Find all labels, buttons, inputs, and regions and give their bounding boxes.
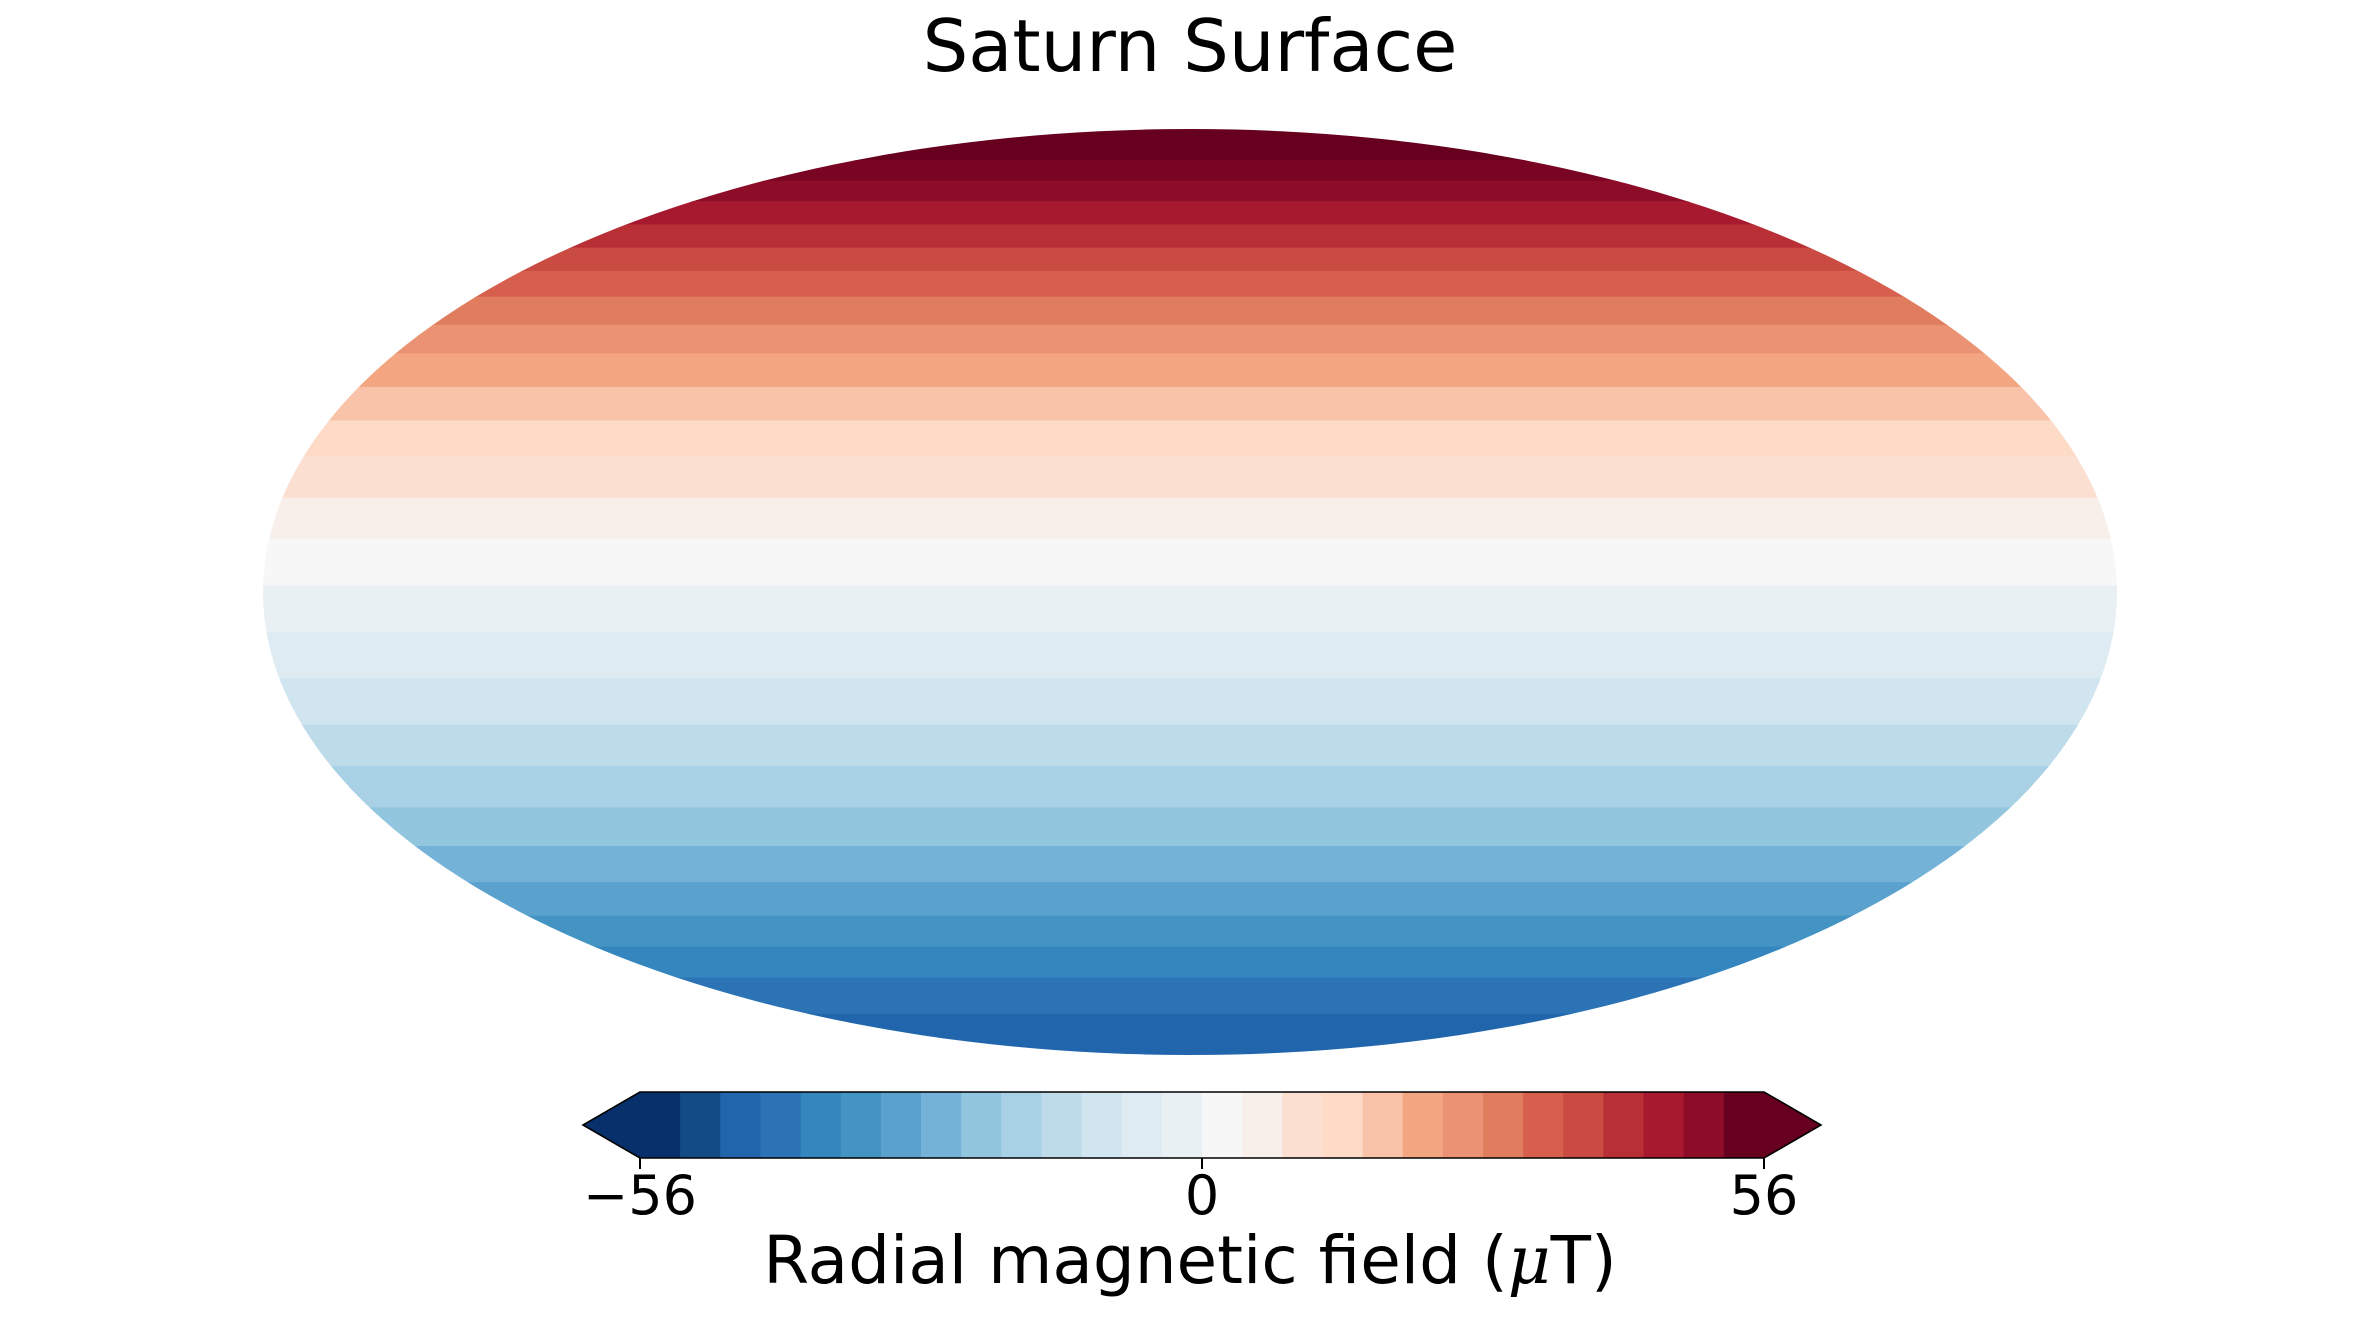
mollweide-map xyxy=(263,129,2117,1055)
colorbar-swatch xyxy=(1322,1092,1364,1158)
map-band xyxy=(263,159,2117,182)
map-band xyxy=(263,585,2117,633)
colorbar-swatch xyxy=(1683,1092,1725,1158)
colorbar-swatch xyxy=(1121,1092,1163,1158)
map-band xyxy=(263,846,2117,883)
map-band xyxy=(263,724,2117,767)
map-band xyxy=(263,1013,2117,1055)
colorbar-swatch xyxy=(1242,1092,1283,1158)
chart-title: Saturn Surface xyxy=(923,4,1458,88)
colorbar-swatch xyxy=(880,1092,922,1158)
map-band xyxy=(263,180,2117,203)
colorbar-swatch xyxy=(1483,1092,1524,1158)
map-band xyxy=(263,946,2117,979)
colorbar-swatch xyxy=(1081,1092,1123,1158)
map-band xyxy=(263,129,2117,161)
map-band xyxy=(263,807,2117,847)
colorbar-swatch xyxy=(1402,1092,1444,1158)
map-band xyxy=(263,325,2117,355)
colorbar-swatch xyxy=(1523,1092,1564,1158)
colorbar-tick-label: −56 xyxy=(583,1164,697,1227)
colorbar-label: Radial magnetic field (μT) xyxy=(763,1222,1617,1299)
colorbar-swatch xyxy=(1161,1092,1203,1158)
colorbar-swatch xyxy=(1442,1092,1484,1158)
map-band xyxy=(263,497,2117,540)
map-band xyxy=(263,420,2117,458)
colorbar-swatch xyxy=(840,1092,882,1158)
map-band xyxy=(263,296,2117,326)
colorbar-swatch xyxy=(1041,1092,1083,1158)
map-band xyxy=(263,270,2117,298)
colorbar-swatch xyxy=(680,1092,721,1158)
colorbar-swatch xyxy=(800,1092,842,1158)
map-band xyxy=(263,766,2117,809)
map-band xyxy=(263,977,2117,1015)
colorbar-swatch xyxy=(1202,1092,1243,1158)
colorbar-swatch xyxy=(720,1092,762,1158)
colorbar-swatch xyxy=(961,1092,1002,1158)
colorbar-label-math: μ xyxy=(1508,1222,1551,1299)
colorbar-swatch xyxy=(760,1092,802,1158)
colorbar-swatch xyxy=(1282,1092,1324,1158)
colorbar: −56 0 56 xyxy=(581,1091,1823,1227)
colorbar-swatch xyxy=(1603,1092,1645,1158)
map-band xyxy=(263,539,2117,587)
map-band xyxy=(263,353,2117,388)
map-band xyxy=(263,882,2117,917)
colorbar-extend-high xyxy=(1764,1092,1821,1158)
colorbar-swatch xyxy=(1563,1092,1605,1158)
colorbar-tick-label: 56 xyxy=(1730,1164,1799,1227)
map-band xyxy=(263,201,2117,226)
map-band xyxy=(263,247,2117,272)
map-band xyxy=(263,456,2117,499)
colorbar-swatch xyxy=(1643,1092,1685,1158)
colorbar-label-suffix: T) xyxy=(1550,1222,1617,1299)
map-band xyxy=(263,915,2117,948)
colorbar-swatch xyxy=(1001,1092,1043,1158)
colorbar-tick-label: 0 xyxy=(1185,1164,1219,1227)
colorbar-swatch xyxy=(921,1092,962,1158)
colorbar-extend-low xyxy=(583,1092,640,1158)
map-band xyxy=(263,224,2117,249)
map-band xyxy=(263,631,2117,680)
map-band xyxy=(263,386,2117,422)
colorbar-swatch xyxy=(1723,1092,1765,1158)
colorbar-swatch xyxy=(1362,1092,1404,1158)
colorbar-swatch xyxy=(640,1092,681,1158)
map-band xyxy=(263,678,2117,726)
colorbar-label-prefix: Radial magnetic field ( xyxy=(763,1222,1508,1299)
